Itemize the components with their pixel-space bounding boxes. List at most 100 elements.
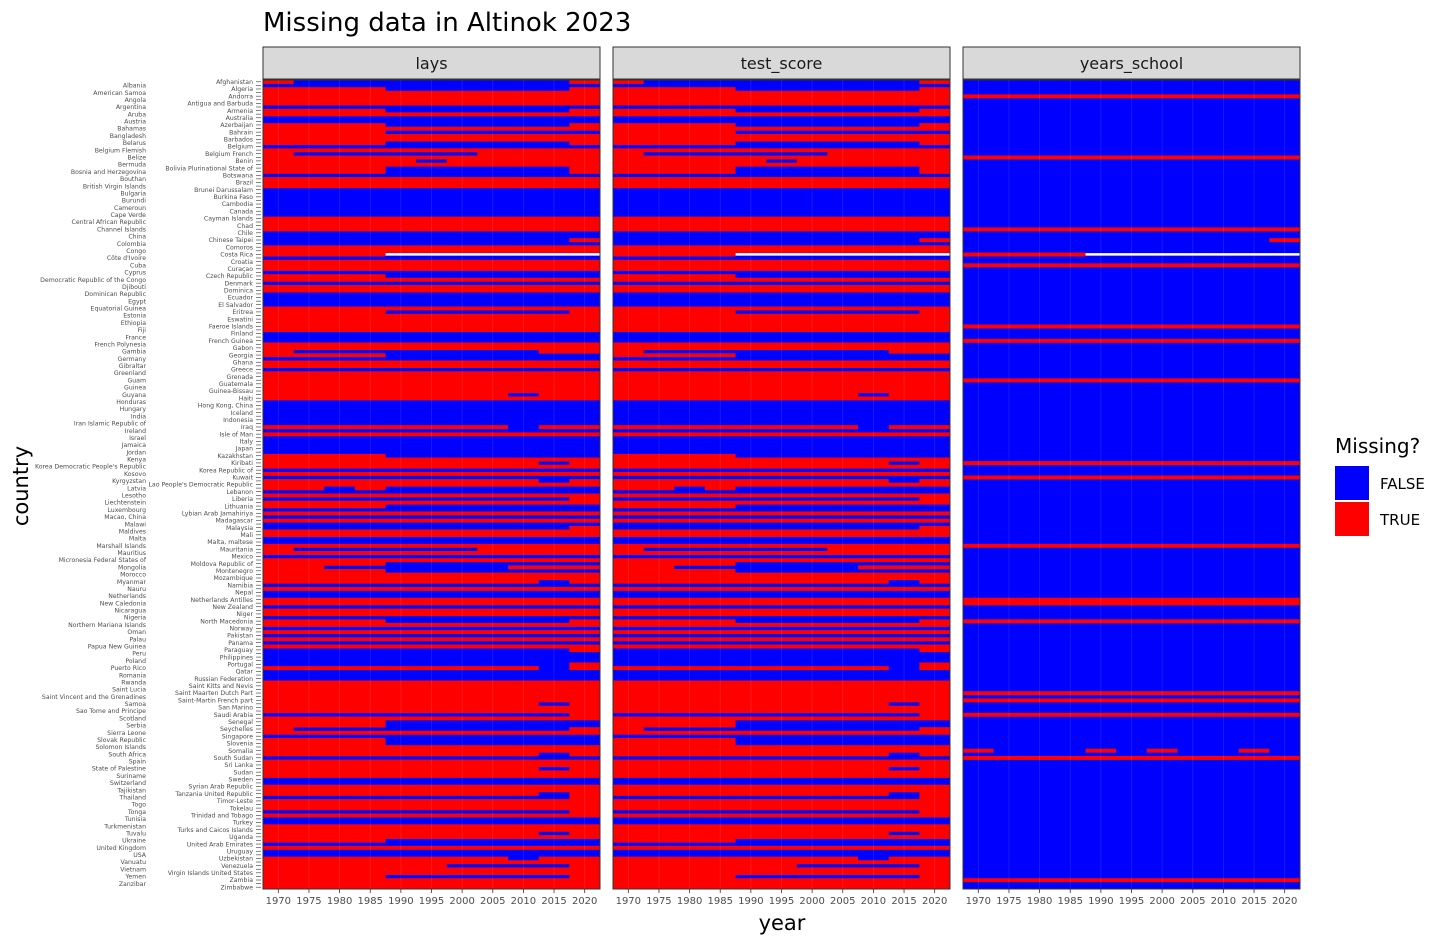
missing-cell bbox=[263, 482, 600, 487]
missing-cell bbox=[613, 568, 736, 573]
missing-cell bbox=[613, 802, 950, 807]
x-tick-label: 2020 bbox=[572, 896, 597, 907]
y-tick-label: Zanzibar bbox=[119, 881, 147, 888]
y-tick-label: Virgin Islands United States bbox=[168, 870, 253, 877]
x-tick-label: 2005 bbox=[480, 896, 505, 907]
missing-cell bbox=[263, 87, 386, 92]
missing-cell bbox=[263, 461, 539, 466]
x-tick-label: 1970 bbox=[616, 896, 641, 907]
y-tick-label: Kuwait bbox=[232, 475, 253, 482]
missing-cell bbox=[263, 364, 600, 368]
missing-cell bbox=[263, 349, 294, 354]
missing-cell bbox=[613, 274, 736, 279]
y-tick-label: Northern Mariana Islands bbox=[68, 622, 146, 629]
missing-cell bbox=[613, 705, 950, 710]
y-tick-label: Czech Republic bbox=[206, 273, 254, 280]
missing-cell bbox=[963, 601, 1300, 606]
y-tick-label: Zimbabwe bbox=[221, 884, 254, 891]
missing-cell bbox=[263, 666, 539, 671]
missing-cell bbox=[263, 885, 600, 890]
missing-cell bbox=[263, 845, 600, 850]
y-tick-label: Portugal bbox=[227, 661, 253, 668]
y-tick-label: Uganda bbox=[229, 834, 253, 841]
x-tick-label: 2015 bbox=[891, 896, 916, 907]
missing-cell bbox=[613, 288, 950, 293]
y-tick-label: Grenada bbox=[227, 374, 254, 381]
y-tick-label: Singapore bbox=[222, 733, 253, 740]
missing-cell bbox=[569, 108, 600, 113]
x-tick-label: 1990 bbox=[1088, 896, 1113, 907]
missing-cell bbox=[613, 133, 950, 138]
missing-cell bbox=[263, 382, 600, 386]
y-tick-label: Bermuda bbox=[118, 162, 146, 169]
y-tick-label: Philippines bbox=[220, 654, 253, 661]
missing-cell bbox=[613, 471, 950, 476]
y-tick-label: Cape Verde bbox=[110, 212, 146, 219]
missing-cell bbox=[354, 486, 386, 491]
missing-cell bbox=[263, 511, 600, 516]
missing-cell bbox=[569, 702, 600, 706]
missing-cell bbox=[569, 579, 600, 584]
missing-cell bbox=[569, 238, 600, 243]
missing-cell bbox=[963, 698, 1300, 703]
missing-cell bbox=[613, 360, 950, 365]
x-tick-label: 1975 bbox=[996, 896, 1021, 907]
missing-cell bbox=[919, 662, 950, 667]
missing-cell bbox=[263, 162, 600, 167]
missing-cell bbox=[613, 878, 950, 883]
missing-cell bbox=[263, 874, 386, 879]
x-tick-label: 2010 bbox=[1211, 896, 1236, 907]
missing-cell bbox=[263, 551, 600, 555]
missing-cell bbox=[919, 479, 950, 484]
y-tick-label: Micronesia Federal States of bbox=[59, 557, 147, 564]
missing-cell bbox=[613, 612, 950, 617]
x-tick-label: 1970 bbox=[266, 896, 291, 907]
y-tick-label: Nepal bbox=[235, 590, 253, 597]
missing-cell bbox=[263, 177, 600, 182]
missing-cell bbox=[613, 425, 859, 430]
missing-cell bbox=[263, 835, 600, 840]
missing-cell bbox=[1146, 748, 1178, 753]
y-tick-label: Uzbekistan bbox=[219, 856, 253, 863]
y-tick-label: Bolivia Plurinational State of bbox=[165, 165, 253, 172]
panel-lays: lays 1970 1975 1980 1985 1990 1995 2000 2005 2010… bbox=[262, 46, 601, 907]
missing-cell bbox=[613, 389, 950, 394]
y-tick-label: Macao, China bbox=[104, 514, 146, 521]
missing-cell bbox=[613, 504, 736, 509]
missing-cell bbox=[613, 867, 950, 872]
missing-cell bbox=[263, 342, 600, 347]
y-tick-label: Belarus bbox=[123, 140, 146, 147]
missing-cell bbox=[263, 716, 600, 721]
y-tick-label: Kiribati bbox=[231, 460, 253, 467]
missing-cell bbox=[963, 755, 1300, 760]
x-tick-label: 1980 bbox=[327, 896, 352, 907]
missing-cell bbox=[613, 871, 950, 875]
missing-cell bbox=[613, 881, 950, 886]
y-tick-label: Somalia bbox=[228, 748, 253, 755]
y-tick-label: Tuvalu bbox=[125, 830, 146, 837]
missing-cell bbox=[263, 155, 600, 160]
missing-cell bbox=[569, 791, 600, 796]
y-tick-label: Hungary bbox=[120, 406, 147, 413]
missing-cell bbox=[963, 378, 1300, 383]
missing-cell bbox=[263, 529, 600, 534]
missing-cell bbox=[919, 525, 950, 530]
missing-cell bbox=[569, 662, 600, 667]
missing-cell bbox=[263, 123, 386, 128]
y-tick-label: Comoros bbox=[226, 244, 253, 251]
missing-cell bbox=[613, 666, 889, 671]
missing-cell bbox=[263, 561, 386, 566]
y-tick-label: France bbox=[125, 334, 146, 341]
missing-cell bbox=[263, 745, 600, 750]
x-tick-label: 2000 bbox=[1149, 896, 1174, 907]
y-tick-label: Nicaragua bbox=[114, 608, 146, 615]
y-tick-label: Latvia bbox=[127, 485, 146, 492]
y-tick-label: Qatar bbox=[236, 669, 254, 676]
x-tick-label: 1970 bbox=[966, 896, 991, 907]
missing-cell bbox=[263, 486, 325, 491]
missing-cell bbox=[263, 727, 294, 732]
missing-cell bbox=[263, 80, 294, 84]
missing-cell bbox=[613, 529, 950, 534]
missing-cell bbox=[263, 572, 600, 577]
missing-cell bbox=[263, 723, 386, 728]
